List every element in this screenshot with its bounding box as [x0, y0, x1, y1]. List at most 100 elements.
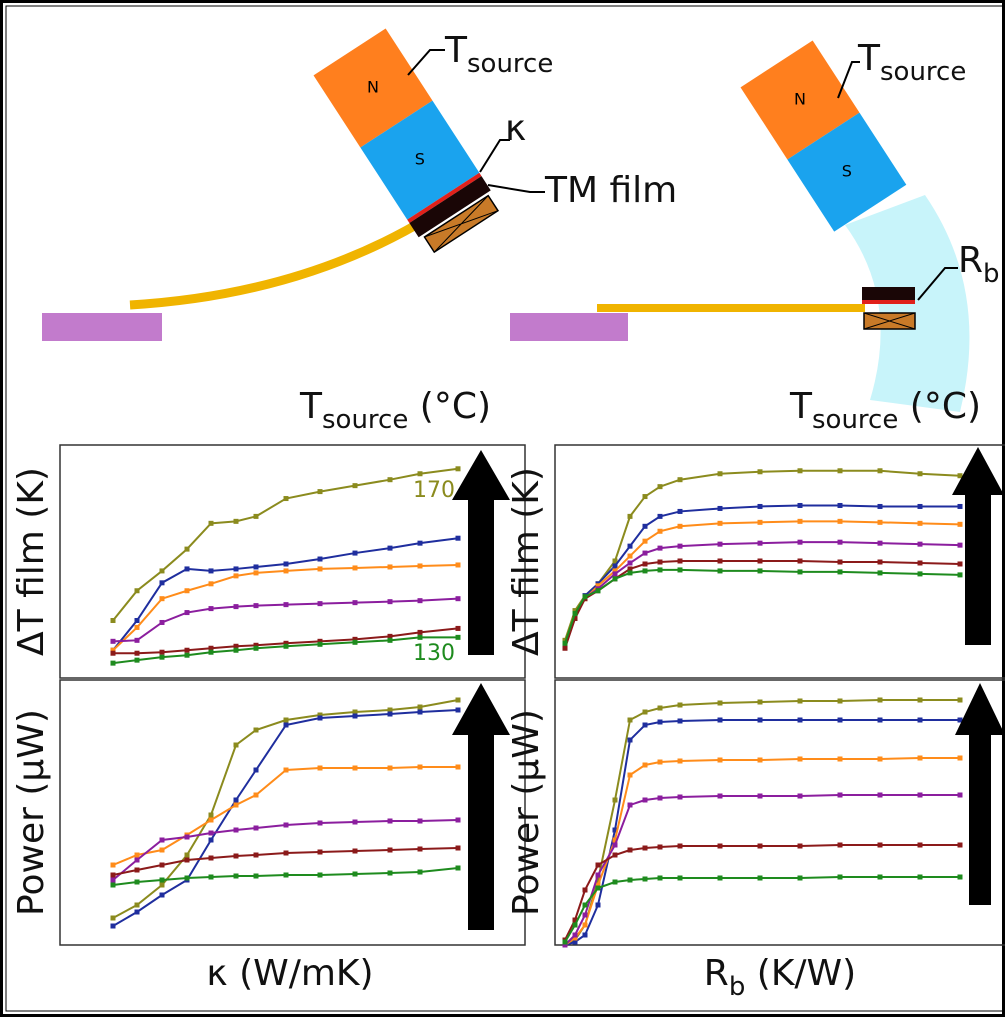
point — [643, 551, 648, 556]
point — [160, 580, 165, 585]
point — [583, 903, 588, 908]
point — [658, 845, 663, 850]
label-sub: b — [729, 972, 746, 1002]
point — [643, 524, 648, 529]
point — [160, 596, 165, 601]
point — [284, 768, 289, 773]
point — [718, 876, 723, 881]
point — [658, 559, 663, 564]
point — [456, 626, 461, 631]
annotation: 170 — [413, 478, 455, 503]
label-main: T — [857, 38, 881, 79]
point — [958, 756, 963, 761]
label-main: R — [958, 240, 983, 281]
point — [418, 635, 423, 640]
point — [254, 570, 259, 575]
tm-film-label: TM film — [544, 170, 677, 211]
point — [234, 828, 239, 833]
point — [234, 798, 239, 803]
point — [160, 650, 165, 655]
point — [918, 504, 923, 509]
point — [418, 705, 423, 710]
point — [209, 813, 214, 818]
point — [254, 793, 259, 798]
point — [209, 521, 214, 526]
point — [758, 559, 763, 564]
point — [918, 843, 923, 848]
point — [718, 844, 723, 849]
point — [878, 468, 883, 473]
point — [838, 793, 843, 798]
label-part: T — [789, 386, 813, 427]
point — [160, 878, 165, 883]
point — [918, 718, 923, 723]
point — [185, 858, 190, 863]
point — [613, 571, 618, 576]
point — [758, 758, 763, 763]
point — [658, 720, 663, 725]
point — [418, 541, 423, 546]
point — [838, 559, 843, 564]
point — [254, 514, 259, 519]
point — [135, 651, 140, 656]
point — [318, 601, 323, 606]
anchor-block — [42, 313, 162, 341]
point — [284, 718, 289, 723]
point — [209, 568, 214, 573]
point — [718, 521, 723, 526]
point — [878, 843, 883, 848]
point — [918, 542, 923, 547]
point — [209, 838, 214, 843]
point — [758, 504, 763, 509]
point — [418, 630, 423, 635]
point — [456, 708, 461, 713]
point — [388, 819, 393, 824]
point — [643, 539, 648, 544]
point — [878, 559, 883, 564]
point — [318, 716, 323, 721]
point — [838, 519, 843, 524]
point — [353, 766, 358, 771]
point — [209, 856, 214, 861]
point — [284, 561, 289, 566]
s-label: S — [415, 150, 425, 169]
point — [918, 521, 923, 526]
point — [878, 875, 883, 880]
point — [185, 835, 190, 840]
point — [958, 698, 963, 703]
point — [958, 543, 963, 548]
point — [678, 844, 683, 849]
point — [613, 853, 618, 858]
point — [284, 644, 289, 649]
point — [758, 520, 763, 525]
point — [958, 504, 963, 509]
point — [254, 768, 259, 773]
point — [573, 611, 578, 616]
point — [643, 561, 648, 566]
anchor-block — [510, 313, 628, 341]
point — [563, 940, 568, 945]
point — [918, 875, 923, 880]
point — [234, 854, 239, 859]
point — [798, 569, 803, 574]
point — [878, 504, 883, 509]
point — [234, 648, 239, 653]
point — [418, 598, 423, 603]
point — [583, 933, 588, 938]
point — [798, 794, 803, 799]
point — [209, 606, 214, 611]
point — [254, 826, 259, 831]
point — [958, 561, 963, 566]
label-sub: source — [812, 405, 898, 435]
point — [353, 551, 358, 556]
y-axis-label: Power (μW) — [506, 709, 547, 916]
point — [234, 519, 239, 524]
point — [718, 701, 723, 706]
point — [254, 728, 259, 733]
point — [628, 514, 633, 519]
point — [254, 874, 259, 879]
point — [596, 863, 601, 868]
point — [135, 880, 140, 885]
point — [456, 562, 461, 567]
point — [643, 568, 648, 573]
